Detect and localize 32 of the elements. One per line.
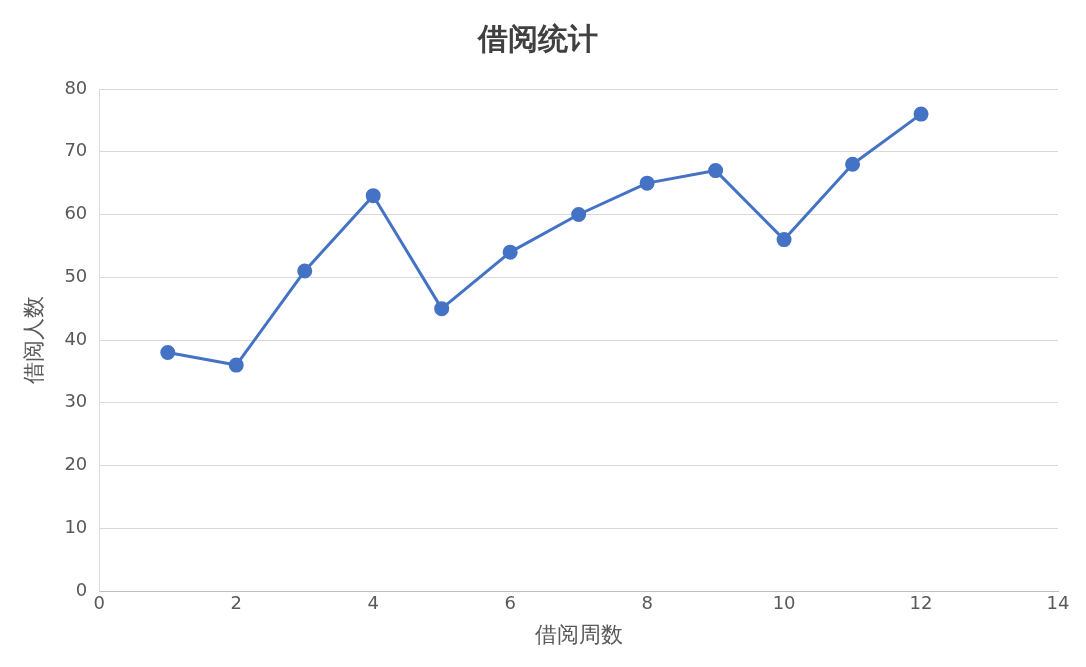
x-tick-label: 10 (772, 592, 796, 614)
point (160, 345, 176, 361)
y-tick-label: 0 (75, 578, 88, 600)
x-axis-title: 借阅周数 (534, 621, 623, 647)
x-tick-label: 4 (367, 592, 379, 614)
point (639, 175, 655, 191)
point (571, 207, 587, 222)
x-tick-label: 8 (641, 592, 653, 614)
x-tick-label: 0 (93, 592, 106, 614)
y-tick-label: 50 (64, 264, 88, 286)
x-tick-label: 14 (1046, 592, 1070, 614)
y-tick-label: 20 (64, 453, 88, 475)
point (434, 301, 450, 317)
x-tick-label: 6 (504, 592, 516, 614)
y-axis-title: 借阅人数 (20, 296, 46, 384)
y-tick-label: 80 (64, 76, 88, 98)
y-tick-label: 60 (64, 202, 88, 224)
x-tick-label: 12 (909, 592, 933, 614)
x-tick-label: 2 (230, 592, 242, 614)
point (365, 188, 381, 204)
y-tick-label: 30 (64, 390, 88, 412)
point (776, 232, 792, 248)
y-tick-label: 70 (64, 139, 88, 161)
chart-title: 借阅统计 (477, 20, 598, 56)
point (228, 357, 244, 373)
point (297, 263, 313, 279)
point (845, 156, 861, 172)
y-tick-label: 40 (64, 327, 88, 349)
y-tick-label: 10 (64, 515, 88, 537)
point (502, 244, 518, 260)
point (913, 106, 929, 122)
point (708, 163, 724, 179)
